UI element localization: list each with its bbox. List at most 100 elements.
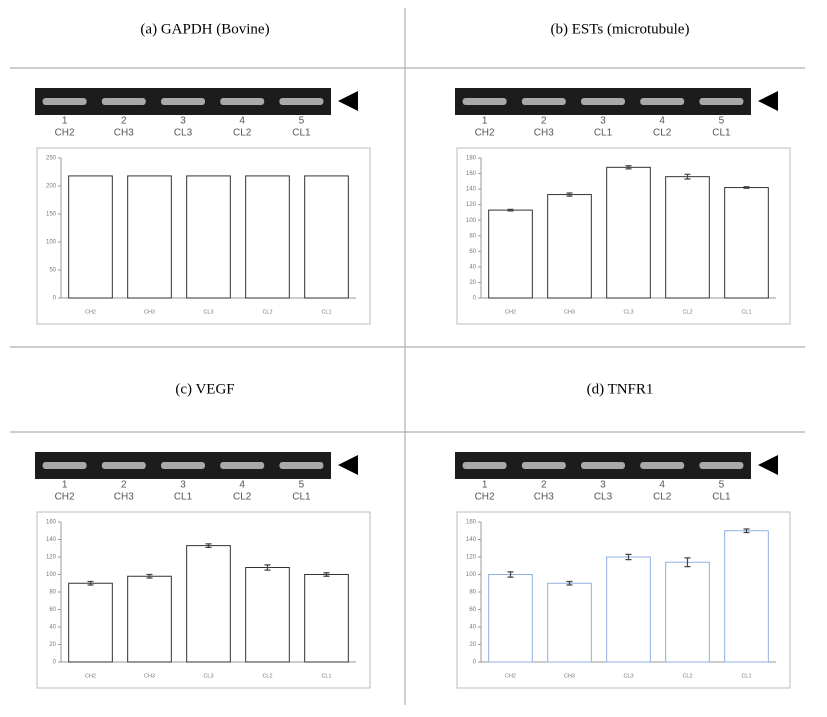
y-tick-label: 0	[473, 296, 477, 302]
lane-number: 3	[600, 480, 606, 491]
y-tick-label: 100	[466, 572, 477, 578]
error-bar	[87, 580, 94, 586]
error-bar	[684, 173, 691, 180]
panel-title: (b) ESTs (microtubule)	[551, 21, 690, 37]
error-bar	[743, 186, 750, 189]
y-tick-label: 0	[473, 660, 477, 666]
gel-band	[161, 462, 205, 469]
y-tick-label: 80	[469, 590, 476, 596]
x-tick-label: CH3	[564, 309, 575, 315]
gel-band	[101, 98, 146, 105]
gel-band	[279, 462, 324, 469]
lane-number: 1	[482, 480, 488, 491]
x-tick-label: CH2	[85, 673, 96, 679]
y-tick-label: 50	[49, 268, 56, 274]
lane-label: CH3	[114, 492, 134, 503]
panel-title: (c) VEGF	[175, 381, 234, 397]
error-bar	[146, 573, 153, 579]
bar	[245, 175, 290, 299]
y-tick-label: 140	[46, 537, 57, 543]
x-tick-label: CH2	[505, 309, 516, 315]
lane-label: CL1	[712, 128, 731, 139]
y-tick-label: 140	[466, 187, 477, 193]
error-bar	[507, 208, 514, 212]
lane-number: 5	[299, 116, 305, 127]
lane-number: 5	[299, 480, 305, 491]
gel-band	[101, 462, 146, 469]
x-tick-label: CL1	[321, 309, 331, 315]
arrow	[758, 455, 778, 475]
bar	[127, 575, 172, 663]
y-tick-label: 20	[469, 642, 476, 648]
bar	[127, 175, 172, 299]
y-tick-label: 120	[46, 555, 57, 561]
x-tick-label: CL3	[623, 673, 633, 679]
lane-label: CL1	[594, 128, 613, 139]
bar	[724, 187, 769, 299]
lane-label: CL1	[292, 128, 311, 139]
lane-number: 5	[719, 480, 725, 491]
y-tick-label: 0	[53, 296, 57, 302]
arrow	[338, 455, 358, 475]
lane-number: 1	[62, 480, 68, 491]
y-tick-label: 60	[469, 607, 476, 613]
lane-label: CL1	[292, 492, 311, 503]
gel-band	[640, 98, 685, 105]
y-tick-label: 20	[49, 642, 56, 648]
lane-label: CL2	[233, 492, 252, 503]
lane-number: 3	[600, 116, 606, 127]
bar	[547, 194, 592, 299]
lane-label: CL1	[712, 492, 731, 503]
y-tick-label: 100	[466, 218, 477, 224]
x-tick-label: CL1	[321, 673, 331, 679]
gel-band	[220, 462, 265, 469]
lane-label: CL2	[233, 128, 252, 139]
lane-label: CH2	[55, 128, 75, 139]
error-bar	[323, 572, 330, 577]
bar	[606, 556, 651, 663]
error-bar	[684, 557, 691, 568]
gel-band	[581, 462, 625, 469]
bar	[665, 561, 710, 663]
bar	[488, 209, 533, 299]
x-tick-label: CH2	[505, 673, 516, 679]
bar	[245, 567, 290, 663]
lane-label: CL3	[594, 492, 613, 503]
bar	[68, 175, 113, 299]
panel-title: (a) GAPDH (Bovine)	[140, 21, 269, 37]
y-tick-label: 150	[46, 212, 57, 218]
y-tick-label: 40	[469, 625, 476, 631]
lane-label: CH2	[475, 492, 495, 503]
gel-band	[42, 98, 87, 105]
y-tick-label: 200	[46, 184, 57, 190]
arrow	[338, 91, 358, 111]
y-tick-label: 250	[46, 156, 57, 162]
error-bar	[205, 543, 212, 548]
lane-number: 5	[719, 116, 725, 127]
y-tick-label: 40	[49, 625, 56, 631]
gel-band	[462, 462, 507, 469]
gel-band	[42, 462, 87, 469]
gel-band	[581, 98, 625, 105]
x-tick-label: CL2	[682, 309, 692, 315]
lane-number: 2	[121, 116, 127, 127]
error-bar	[625, 165, 632, 170]
y-tick-label: 120	[466, 202, 477, 208]
lane-number: 4	[239, 480, 245, 491]
lane-label: CH2	[55, 492, 75, 503]
error-bar	[566, 192, 573, 197]
y-tick-label: 80	[49, 590, 56, 596]
bar	[304, 175, 349, 299]
error-bar	[625, 553, 632, 561]
lane-number: 2	[541, 480, 547, 491]
lane-number: 2	[121, 480, 127, 491]
y-tick-label: 180	[466, 156, 477, 162]
lane-number: 1	[62, 116, 68, 127]
x-tick-label: CL3	[203, 309, 213, 315]
lane-label: CH3	[114, 128, 134, 139]
panel-title: (d) TNFR1	[587, 381, 654, 397]
lane-label: CH2	[475, 128, 495, 139]
x-tick-label: CL1	[741, 673, 751, 679]
y-tick-label: 100	[46, 572, 57, 578]
